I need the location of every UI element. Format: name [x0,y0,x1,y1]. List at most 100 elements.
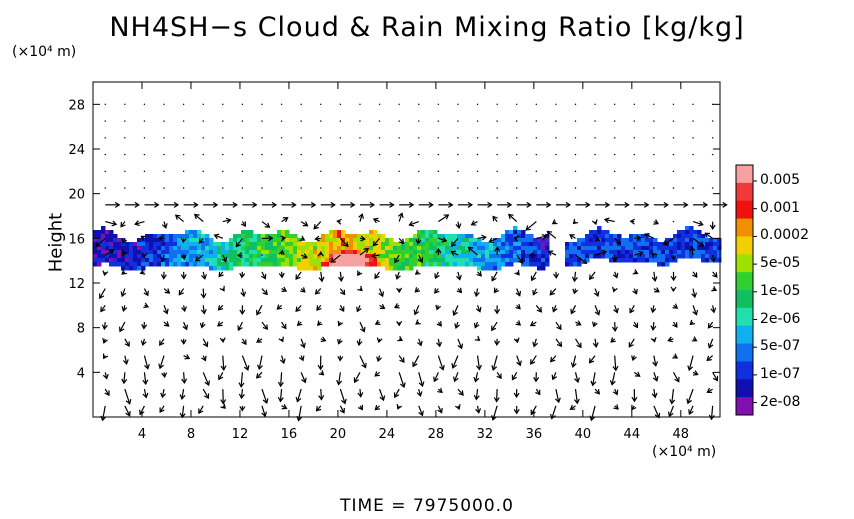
cloud-cell [669,242,674,247]
cloud-cell [273,254,278,259]
cloud-cell [133,258,138,263]
cloud-cell [381,254,386,259]
cloud-cell [449,258,454,263]
wind-arrow-head [629,307,635,314]
wind-arrow-head [330,201,336,208]
wind-arrow [163,305,168,314]
wind-arrow-head [357,285,363,292]
cloud-cell [477,242,482,247]
wind-arrow [298,405,302,421]
wind-arrow-head [546,230,553,237]
cloud-cell [341,242,346,247]
cloud-cell [241,246,246,251]
wind-arrow-head [159,340,165,347]
cloud-cell [613,238,618,243]
cloud-cell [377,246,382,251]
colorbar-label: 2e-06 [760,310,801,327]
cloud-cell [189,230,194,235]
cloud-cell [525,262,530,267]
cloud-cell [133,242,138,247]
cloud-cell [157,238,162,243]
cloud-cell [217,250,222,255]
cloud-cell [613,246,618,251]
wind-arrow-head [161,223,168,229]
cloud-cell [289,234,294,239]
cloud-cell [313,258,318,263]
wind-dot [555,137,557,139]
cloud-cell [113,238,118,243]
wind-dot [613,153,616,156]
wind-arrow [516,355,521,366]
wind-arrow [533,338,537,347]
cloud-cell [453,242,458,247]
cloud-cell [333,242,338,247]
cloud-cell [329,230,334,235]
wind-dot [692,187,694,189]
cloud-cell [617,246,622,251]
cloud-cell [693,234,698,239]
wind-arrow-head [161,372,168,378]
cloud-cell [193,238,198,243]
cloud-cell [517,254,522,259]
wind-dot [692,137,694,139]
cloud-cell [225,246,230,251]
wind-arrow-head [638,250,644,257]
cloud-cell [597,246,602,251]
cloud-cell [469,234,474,239]
wind-arrow-head [157,235,164,242]
wind-arrow-head [389,201,395,208]
cloud-cell [677,234,682,239]
wind-arrow-head [492,215,498,222]
cloud-cell [501,254,506,259]
cloud-cell [529,242,534,247]
cloud-cell [109,262,114,267]
wind-arrow-head [279,358,286,365]
cloud-cell [305,262,310,267]
cloud-cell [401,250,406,255]
cloud-cell [317,246,322,251]
cloud-cell [189,254,194,259]
cloud-cell [261,254,266,259]
cloud-cell [525,254,530,259]
cloud-cell [285,262,290,267]
wind-arrow-head [299,235,306,241]
wind-dot [574,137,577,139]
wind-arrow-head [654,412,661,419]
cloud-cell [709,258,714,263]
colorbar-swatch [736,325,753,345]
cloud-cell [545,242,550,247]
wind-arrow-head [691,336,698,342]
wind-arrow-head [281,286,288,292]
cloud-cell [353,242,358,247]
cloud-cell [593,254,598,259]
wind-arrow-head [134,201,140,208]
cloud-cell [109,246,114,251]
cloud-cell [413,254,418,259]
cloud-cell [393,254,398,259]
cloud-cell [585,238,590,243]
cloud-cell [153,262,158,267]
wind-arrow [195,254,204,262]
wind-arrow-head [121,238,128,244]
cloud-cell [205,254,210,259]
time-label: TIME = 7975000.0 [340,496,514,516]
cloud-cell [629,258,634,263]
wind-dot [202,187,204,189]
wind-arrow-head [159,407,165,414]
cloud-cell [669,258,674,263]
cloud-cell [677,242,682,247]
cloud-cell [265,242,270,247]
cloud-cell [665,250,670,255]
cloud-cell [265,262,270,267]
wind-dot [496,103,498,106]
cloud-cell [565,246,570,251]
cloud-cell [397,242,402,247]
cloud-cell [489,250,494,255]
wind-arrow [550,355,557,363]
cloud-cell [349,234,354,239]
wind-dot [555,103,557,106]
cloud-cell [437,238,442,243]
wind-arrow-head [318,276,325,283]
cloud-cell [209,254,214,259]
wind-arrow [653,355,657,366]
